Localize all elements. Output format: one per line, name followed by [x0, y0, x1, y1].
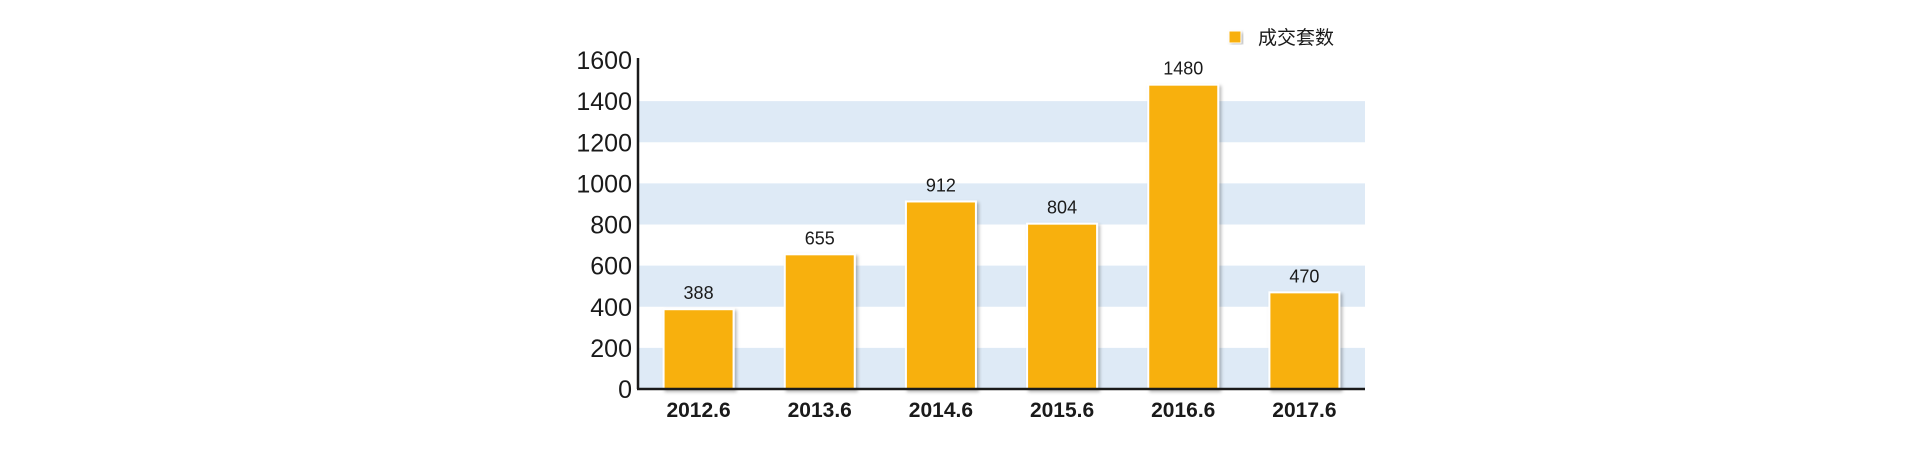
y-tick-label: 400	[590, 294, 632, 322]
y-tick-label: 1600	[576, 47, 632, 75]
x-tick-label: 2014.6	[909, 399, 973, 422]
bar	[662, 308, 735, 390]
grid-band	[638, 101, 1365, 143]
x-tick-label: 2012.6	[666, 399, 730, 422]
data-label: 470	[1289, 266, 1319, 286]
x-tick-label: 2013.6	[788, 399, 852, 422]
x-tick-label: 2015.6	[1030, 399, 1094, 422]
y-tick-label: 1400	[576, 88, 632, 116]
y-axis-ticks: 0 200 400 600 800 1000 1200 1400 1600	[576, 47, 632, 404]
data-label: 1480	[1163, 59, 1203, 79]
bar	[783, 253, 856, 390]
x-tick-label: 2016.6	[1151, 399, 1215, 422]
grid-band	[638, 347, 1365, 389]
y-tick-label: 1000	[576, 170, 632, 198]
bar	[1147, 83, 1220, 391]
grid-bands	[638, 101, 1365, 389]
data-labels: 388 655 912 804 1480 470	[684, 59, 1320, 304]
y-tick-label: 1200	[576, 129, 632, 157]
legend-label: 成交套数	[1258, 27, 1334, 49]
legend: 成交套数	[1228, 27, 1334, 49]
y-tick-label: 800	[590, 212, 632, 240]
x-tick-label: 2017.6	[1272, 399, 1336, 422]
bar	[1026, 222, 1099, 390]
grid-band	[638, 265, 1365, 307]
y-tick-label: 0	[618, 376, 632, 404]
bars	[662, 83, 1341, 391]
bar	[904, 200, 977, 390]
grid-band	[638, 183, 1365, 225]
legend-swatch	[1228, 30, 1242, 44]
data-label: 388	[684, 283, 714, 303]
bar	[1268, 291, 1341, 391]
axes	[636, 58, 1365, 391]
x-axis-ticks: 2012.6 2013.6 2014.6 2015.6 2016.6 2017.6	[666, 399, 1336, 422]
data-label: 912	[926, 175, 956, 195]
y-tick-label: 600	[590, 253, 632, 281]
y-tick-label: 200	[590, 335, 632, 363]
data-label: 804	[1047, 198, 1077, 218]
data-label: 655	[805, 228, 835, 248]
